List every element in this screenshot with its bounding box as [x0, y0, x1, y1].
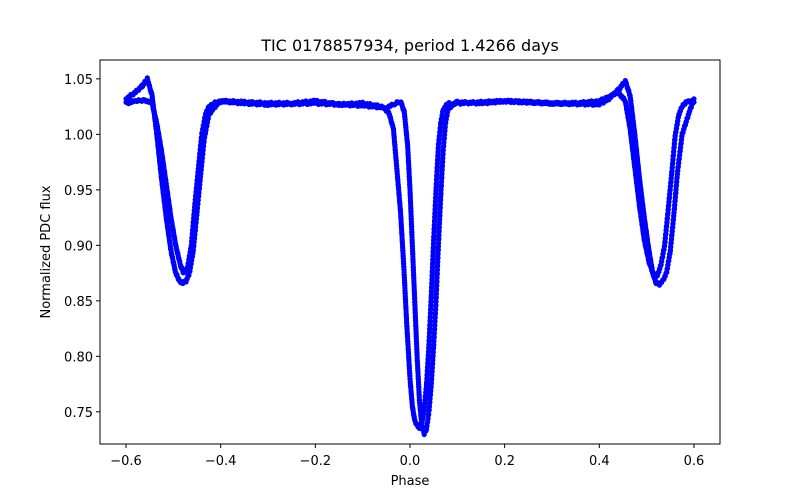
y-tick-label: 1.00 — [64, 128, 93, 143]
x-tick-label: −0.4 — [205, 454, 237, 469]
y-tick-label: 0.80 — [64, 350, 93, 365]
y-tick-label: 1.05 — [64, 73, 93, 88]
x-tick-label: −0.2 — [300, 454, 332, 469]
x-axis-ticks: −0.6 −0.4 −0.2 0.0 0.2 0.4 0.6 — [110, 444, 704, 469]
x-tick-label: 0.6 — [684, 454, 705, 469]
plot-area-frame — [99, 59, 721, 445]
x-tick-label: 0.2 — [494, 454, 515, 469]
data-points — [123, 75, 697, 438]
x-tick-label: −0.6 — [110, 454, 142, 469]
data-point — [691, 96, 697, 102]
chart-title: TIC 0178857934, period 1.4266 days — [260, 36, 559, 55]
x-tick-label: 0.4 — [589, 454, 610, 469]
y-tick-label: 0.95 — [64, 184, 93, 199]
y-axis-ticks: 0.75 0.80 0.85 0.90 0.95 1.00 1.05 — [64, 73, 100, 421]
y-axis-label: Normalized PDC flux — [39, 185, 54, 318]
y-tick-label: 0.85 — [64, 295, 93, 310]
x-axis-label: Phase — [391, 474, 430, 489]
y-tick-label: 0.90 — [64, 239, 93, 254]
x-tick-label: 0.0 — [400, 454, 421, 469]
y-tick-label: 0.75 — [64, 406, 93, 421]
